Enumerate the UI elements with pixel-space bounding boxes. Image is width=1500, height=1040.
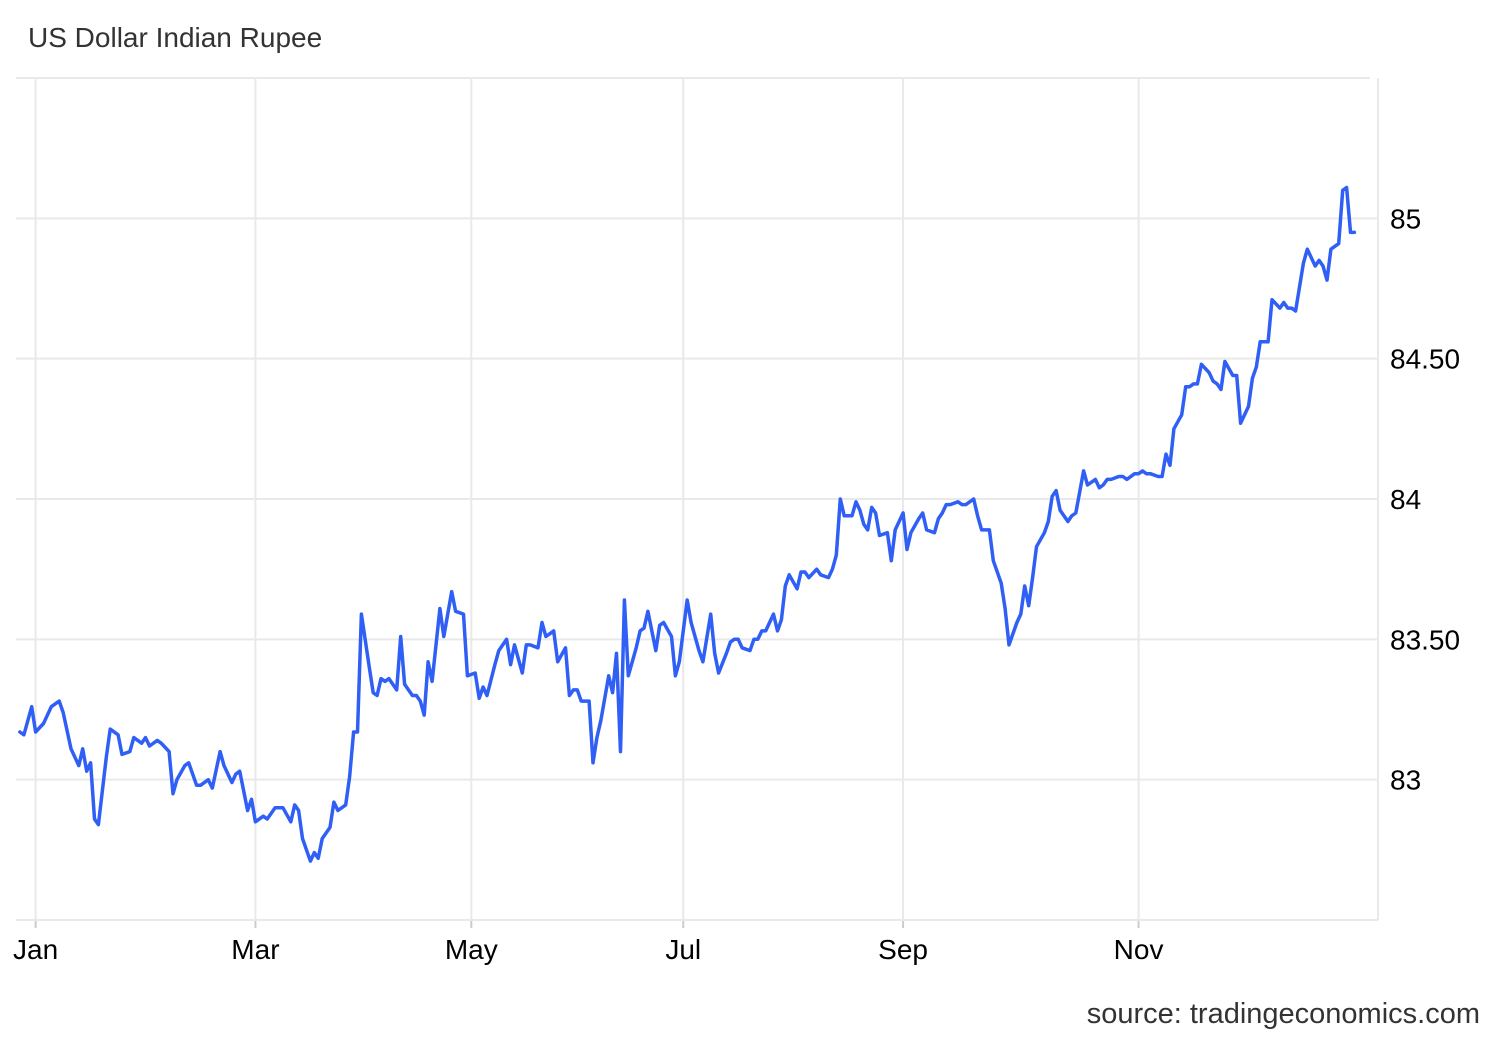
y-tick-label: 84.50	[1390, 344, 1460, 375]
chart-frame	[16, 77, 1379, 921]
series-layer	[18, 185, 1357, 863]
x-tick-label: Mar	[231, 934, 279, 965]
series-line	[18, 185, 1357, 863]
x-tick-label: Sep	[878, 934, 928, 965]
x-tick-label: Jan	[13, 934, 58, 965]
y-tick-label: 85	[1390, 203, 1421, 234]
y-tick-label: 83	[1390, 765, 1421, 796]
horizontal-gridlines	[16, 217, 1378, 781]
x-axis-labels: Jan Mar May Jul Sep Nov	[13, 934, 1163, 965]
chart-title: US Dollar Indian Rupee	[28, 22, 323, 53]
x-tick-label: Jul	[665, 934, 701, 965]
y-tick-label: 84	[1390, 484, 1421, 515]
x-tick-label: Nov	[1114, 934, 1164, 965]
y-axis-labels: 83 83.50 84 84.50 85	[1390, 203, 1460, 795]
x-tick-label: May	[445, 934, 498, 965]
y-tick-label: 83.50	[1390, 624, 1460, 655]
source-attribution: source: tradingeconomics.com	[1086, 998, 1480, 1030]
vertical-gridlines	[34, 78, 1140, 928]
